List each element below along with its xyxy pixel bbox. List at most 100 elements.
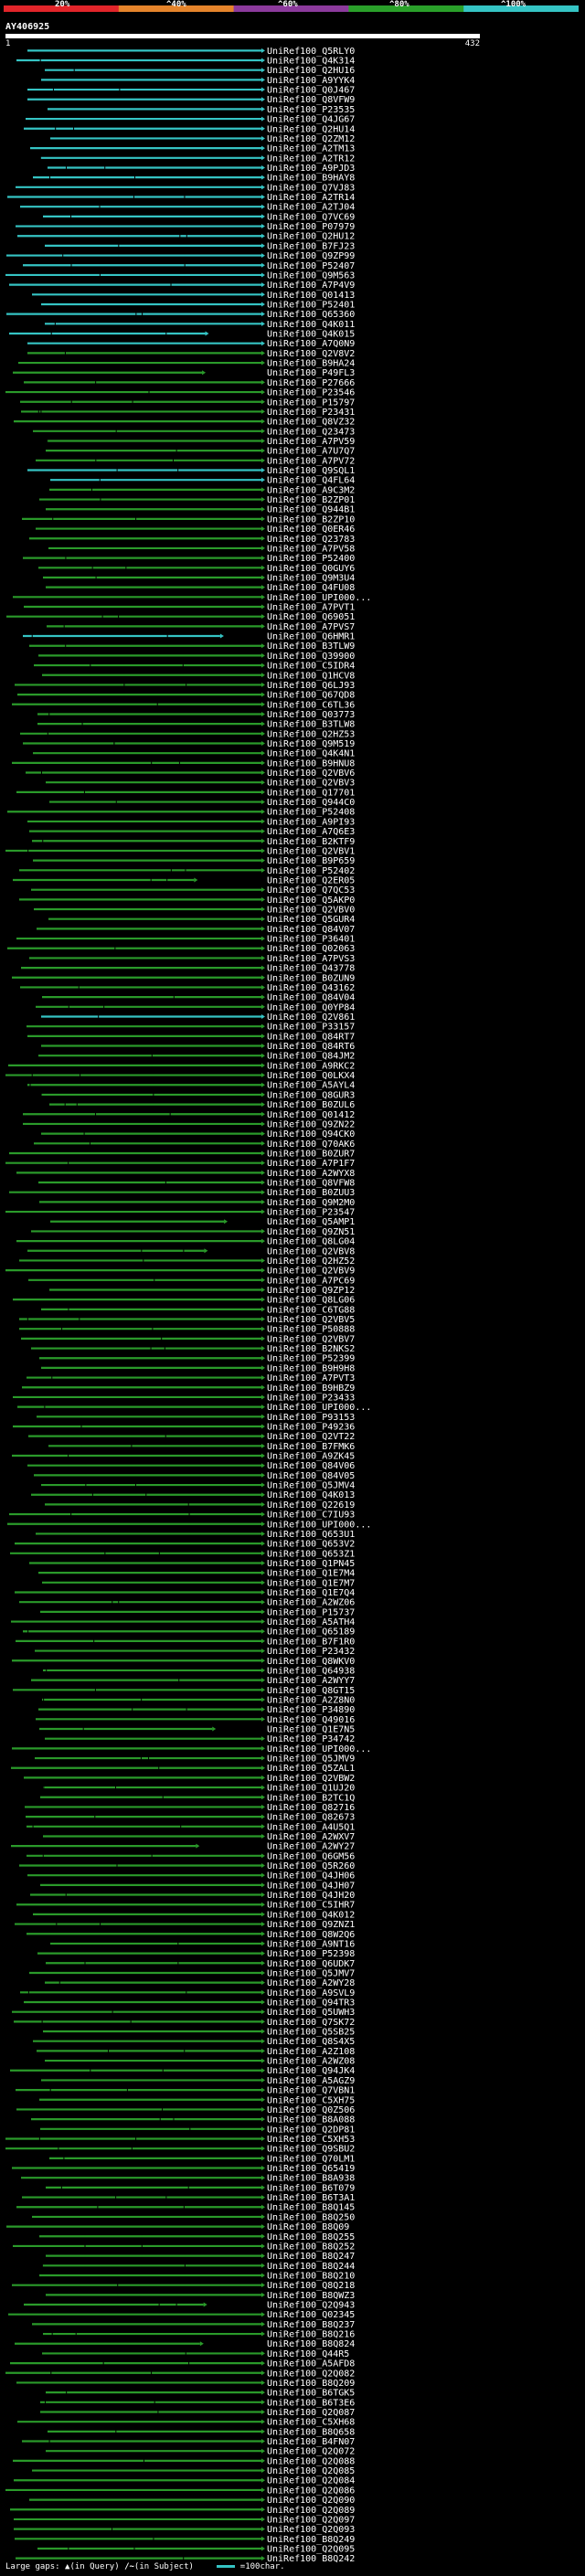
hit-row[interactable]: UniRef100_Q4K012 <box>33 1910 355 1920</box>
hit-row[interactable]: UniRef100_B7FJ23 <box>45 241 355 251</box>
hit-row[interactable]: UniRef100_Q8VZ32 <box>14 418 355 428</box>
hit-row[interactable]: UniRef100_Q6GM56 <box>27 1851 355 1861</box>
hit-label[interactable]: UniRef100_Q2VBV1 <box>267 846 355 856</box>
hit-row[interactable]: UniRef100_Q9ZP12 <box>49 1286 355 1296</box>
hit-label[interactable]: UniRef100_P52399 <box>267 1354 355 1364</box>
hit-row[interactable]: UniRef100_B2KTF9 <box>32 837 355 847</box>
hit-row[interactable]: UniRef100_B8A088 <box>31 2115 355 2125</box>
hit-row[interactable]: UniRef100_P15737 <box>40 1607 355 1617</box>
hit-label[interactable]: UniRef100_Q9ZN51 <box>267 1227 355 1237</box>
hit-label[interactable]: UniRef100_A9PJD3 <box>267 164 355 174</box>
hit-row[interactable]: UniRef100_A2WY28 <box>45 1978 355 1988</box>
hit-row[interactable]: UniRef100_Q2Q090 <box>29 2496 355 2506</box>
hit-label[interactable]: UniRef100_B8Q250 <box>267 2212 355 2222</box>
hit-label[interactable]: UniRef100_Q9ZP12 <box>267 1286 355 1296</box>
hit-row[interactable]: UniRef100_Q8LG04 <box>16 1237 355 1247</box>
hit-label[interactable]: UniRef100_B8Q255 <box>267 2232 355 2242</box>
hit-label[interactable]: UniRef100_P23433 <box>267 1393 355 1403</box>
hit-row[interactable]: UniRef100_UPI000... <box>13 593 371 603</box>
hit-row[interactable]: UniRef100_B8Q824 <box>15 2339 355 2349</box>
hit-row[interactable]: UniRef100_A2TR14 <box>7 193 355 203</box>
hit-row[interactable]: UniRef100_Q2VBV7 <box>21 1334 355 1344</box>
hit-label[interactable]: UniRef100_Q4K011 <box>267 320 355 330</box>
hit-label[interactable]: UniRef100_Q94JK4 <box>267 2066 355 2076</box>
hit-label[interactable]: UniRef100_Q9SBU2 <box>267 2145 355 2155</box>
hit-label[interactable]: UniRef100_C6TG88 <box>267 1305 355 1315</box>
hit-label[interactable]: UniRef100_Q84RT7 <box>267 1032 355 1042</box>
hit-label[interactable]: UniRef100_Q7SK72 <box>267 2018 355 2028</box>
hit-row[interactable]: UniRef100_B8Q249 <box>15 2535 355 2545</box>
hit-row[interactable]: UniRef100_Q94JK4 <box>10 2066 355 2076</box>
hit-label[interactable]: UniRef100_A2TM13 <box>267 144 355 154</box>
hit-label[interactable]: UniRef100_A7PV58 <box>267 544 355 554</box>
hit-label[interactable]: UniRef100_P93153 <box>267 1413 355 1423</box>
hit-row[interactable]: UniRef100_Q0YP84 <box>36 1002 355 1012</box>
hit-row[interactable]: UniRef100_B0ZUN9 <box>12 973 355 983</box>
hit-label[interactable]: UniRef100_B9HAY8 <box>267 174 355 184</box>
hit-row[interactable]: UniRef100_Q2HU12 <box>17 232 355 242</box>
hit-row[interactable]: UniRef100_Q2Q088 <box>13 2456 355 2466</box>
hit-row[interactable]: UniRef100_A5AYL4 <box>27 1081 355 1091</box>
hit-label[interactable]: UniRef100_Q9M563 <box>267 270 355 281</box>
hit-label[interactable]: UniRef100_Q4K012 <box>267 1910 355 1920</box>
hit-label[interactable]: UniRef100_Q8WKV0 <box>267 1657 355 1667</box>
hit-row[interactable]: UniRef100_C5IHR7 <box>16 1901 355 1911</box>
hit-row[interactable]: UniRef100_Q94TR3 <box>24 1998 355 2008</box>
hit-row[interactable]: UniRef100_Q8VFW8 <box>38 1179 355 1189</box>
hit-label[interactable]: UniRef100_Q4K013 <box>267 1490 355 1500</box>
hit-row[interactable]: UniRef100_B2NKS2 <box>31 1344 355 1354</box>
hit-label[interactable]: UniRef100_Q2Q072 <box>267 2447 355 2457</box>
hit-label[interactable]: UniRef100_Q2HU12 <box>267 232 355 242</box>
hit-row[interactable]: UniRef100_Q2Q082 <box>5 2369 355 2379</box>
hit-row[interactable]: UniRef100_A2WYX8 <box>16 1169 355 1179</box>
hit-label[interactable]: UniRef100_B8Q216 <box>267 2330 355 2340</box>
hit-row[interactable]: UniRef100_B6T3E6 <box>40 2398 355 2408</box>
hit-label[interactable]: UniRef100_UPI000... <box>267 593 371 603</box>
hit-row[interactable]: UniRef100_A5AGZ9 <box>41 2076 355 2086</box>
hit-label[interactable]: UniRef100_Q4K4N1 <box>267 749 355 759</box>
hit-row[interactable]: UniRef100_Q4JH07 <box>40 1881 355 1891</box>
hit-label[interactable]: UniRef100_Q2Q090 <box>267 2496 355 2506</box>
hit-row[interactable]: UniRef100_Q84V04 <box>42 993 355 1003</box>
hit-row[interactable]: UniRef100_Q84V06 <box>27 1461 355 1471</box>
hit-row[interactable]: UniRef100_Q2ZM12 <box>50 134 355 144</box>
hit-row[interactable]: UniRef100_Q8WKV0 <box>12 1657 355 1667</box>
hit-row[interactable]: UniRef100_A7PVT1 <box>24 603 355 613</box>
hit-label[interactable]: UniRef100_B0ZUR7 <box>267 1149 355 1159</box>
hit-label[interactable]: UniRef100_Q6UDK7 <box>267 1959 355 1969</box>
hit-row[interactable]: UniRef100_B8Q09 <box>6 2222 349 2232</box>
hit-label[interactable]: UniRef100_A2WZ06 <box>267 1598 355 1608</box>
hit-row[interactable]: UniRef100_Q44R5 <box>42 2349 349 2359</box>
hit-row[interactable]: UniRef100_A7PV72 <box>36 456 355 466</box>
hit-label[interactable]: UniRef100_Q82673 <box>267 1813 355 1823</box>
hit-label[interactable]: UniRef100_A7P1F7 <box>267 1159 355 1169</box>
hit-label[interactable]: UniRef100_Q84RT6 <box>267 1042 355 1052</box>
hit-row[interactable]: UniRef100_Q9M519 <box>23 739 355 749</box>
hit-row[interactable]: UniRef100_Q2Q072 <box>28 2447 356 2457</box>
hit-label[interactable]: UniRef100_Q2VBW2 <box>267 1774 355 1784</box>
hit-label[interactable]: UniRef100_Q0YP84 <box>267 1002 355 1012</box>
hit-row[interactable]: UniRef100_Q5ZAL1 <box>11 1764 355 1774</box>
hit-row[interactable]: UniRef100_B9H9H8 <box>41 1363 355 1373</box>
hit-row[interactable]: UniRef100_B0ZUL6 <box>49 1100 355 1110</box>
hit-row[interactable]: UniRef100_Q39900 <box>38 652 355 662</box>
hit-label[interactable]: UniRef100_A5AYL4 <box>267 1081 355 1091</box>
hit-label[interactable]: UniRef100_Q2VBV3 <box>267 779 355 789</box>
hit-label[interactable]: UniRef100_B9HA24 <box>267 359 355 369</box>
hit-row[interactable]: UniRef100_A2TM13 <box>30 144 355 154</box>
hit-label[interactable]: UniRef100_Q23473 <box>267 427 355 437</box>
hit-row[interactable]: UniRef100_Q84RT6 <box>41 1042 355 1052</box>
hit-row[interactable]: UniRef100_Q43162 <box>20 983 355 993</box>
hit-label[interactable]: UniRef100_Q944B1 <box>267 505 355 515</box>
hit-label[interactable]: UniRef100_Q2ER05 <box>267 875 355 885</box>
hit-label[interactable]: UniRef100_A7PVT1 <box>267 603 355 613</box>
hit-row[interactable]: UniRef100_Q02345 <box>8 2310 355 2320</box>
hit-label[interactable]: UniRef100_Q8LG06 <box>267 1296 355 1306</box>
hit-row[interactable]: UniRef100_Q2Q943 <box>24 2301 355 2311</box>
hit-row[interactable]: UniRef100_P49236 <box>13 1422 355 1432</box>
hit-row[interactable]: UniRef100_A7PV59 <box>47 437 355 447</box>
hit-label[interactable]: UniRef100_Q2Q089 <box>267 2506 355 2516</box>
hit-label[interactable]: UniRef100_B8Q209 <box>267 2379 355 2389</box>
hit-row[interactable]: UniRef100_Q5R260 <box>19 1861 355 1871</box>
hit-label[interactable]: UniRef100_B0ZUU3 <box>267 1188 355 1198</box>
